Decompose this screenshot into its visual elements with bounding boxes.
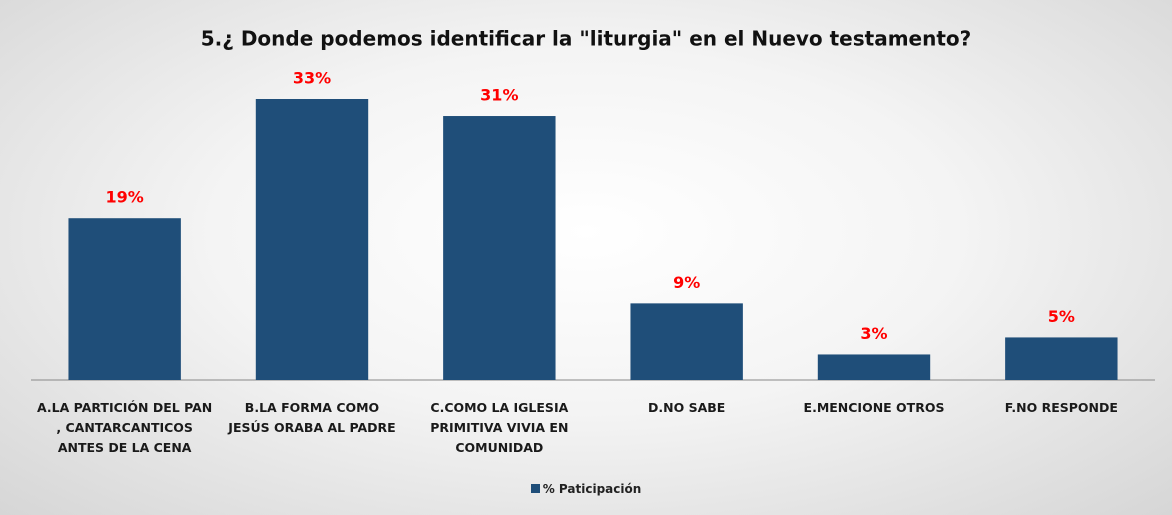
data-label: 9% [673,273,700,292]
x-tick-label: C.COMO LA IGLESIA PRIMITIVA VIVIA EN COM… [430,400,569,455]
x-tick-label: B.LA FORMA COMO JESÚS ORABA AL PADRE [228,400,396,435]
data-label: 5% [1048,307,1075,326]
bar [630,303,743,380]
legend-swatch [530,484,540,493]
bar [1005,337,1118,380]
data-label: 3% [860,324,887,343]
chart-title: 5.¿ Donde podemos identificar la "liturg… [201,27,972,51]
x-tick-label: F.NO RESPONDE [1004,400,1118,415]
data-label: 19% [106,188,144,207]
legend-label: % Paticipación [542,482,642,496]
data-label: 31% [480,86,518,105]
bar [443,116,556,380]
x-tick-label: D.NO SABE [648,400,726,415]
data-label: 33% [293,69,331,88]
bar [817,354,931,380]
x-tick-label: E.MENCIONE OTROS [803,400,945,415]
x-tick-label: A.LA PARTICIÓN DEL PAN , CANTARCANTICOS … [37,400,213,455]
legend: % Paticipación [0,482,1172,496]
bar [68,218,181,380]
bar [255,99,369,380]
